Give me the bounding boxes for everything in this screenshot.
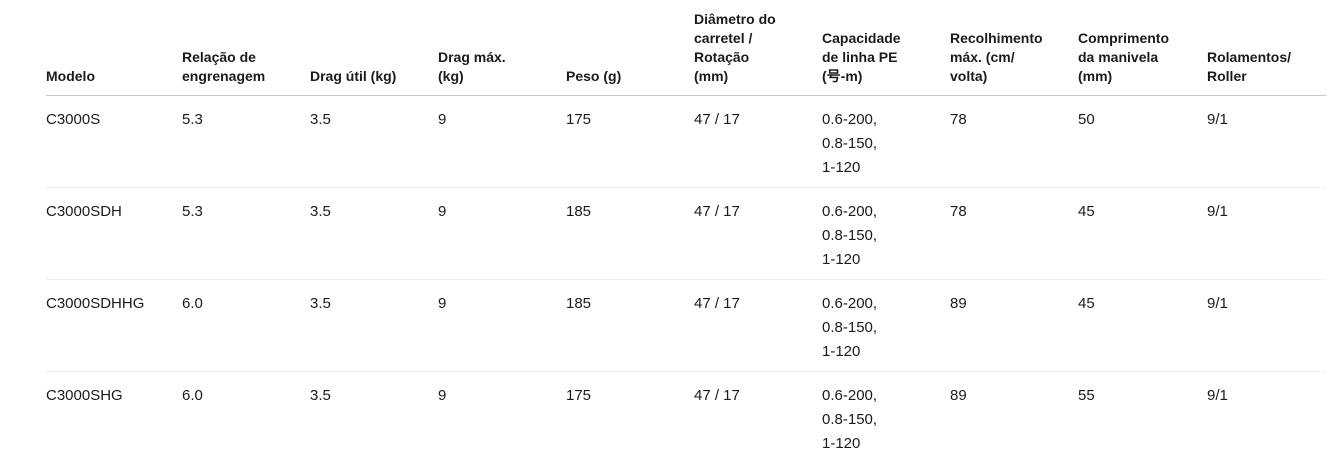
cell-capacidade-pe: 0.6-200, 0.8-150, 1-120 — [822, 187, 950, 280]
cell-modelo: C3000SDH — [46, 187, 182, 280]
cell-recolhimento-max: 89 — [950, 371, 1078, 449]
column-header-diametro-rotacao: Diâmetro do carretel / Rotação (mm) — [694, 0, 822, 96]
cell-diametro-rotacao: 47 / 17 — [694, 371, 822, 449]
column-header-comprimento-manivela: Comprimento da manivela (mm) — [1078, 0, 1207, 96]
table-row-c3000shg: C3000SHG 6.0 3.5 9 175 47 / 17 0.6-200, … — [46, 371, 1326, 449]
cell-relacao-engrenagem: 6.0 — [182, 279, 310, 372]
cell-comprimento-manivela: 45 — [1078, 279, 1207, 372]
table-header: Modelo Relação de engrenagem Drag útil (… — [46, 0, 1326, 96]
table-row-c3000s: C3000S 5.3 3.5 9 175 47 / 17 0.6-200, 0.… — [46, 95, 1326, 188]
cell-relacao-engrenagem: 5.3 — [182, 95, 310, 188]
cell-comprimento-manivela: 50 — [1078, 95, 1207, 188]
cell-drag-util: 3.5 — [310, 95, 438, 188]
column-header-rolamentos-roller: Rolamentos/ Roller — [1207, 0, 1326, 96]
column-header-relacao-engrenagem: Relação de engrenagem — [182, 0, 310, 96]
cell-diametro-rotacao: 47 / 17 — [694, 95, 822, 188]
column-header-capacidade-pe: Capacidade de linha PE (号-m) — [822, 0, 950, 96]
column-header-peso: Peso (g) — [566, 0, 694, 96]
table-body: C3000S 5.3 3.5 9 175 47 / 17 0.6-200, 0.… — [46, 95, 1326, 449]
cell-comprimento-manivela: 55 — [1078, 371, 1207, 449]
cell-recolhimento-max: 78 — [950, 95, 1078, 188]
cell-comprimento-manivela: 45 — [1078, 187, 1207, 280]
cell-relacao-engrenagem: 6.0 — [182, 371, 310, 449]
cell-recolhimento-max: 89 — [950, 279, 1078, 372]
cell-drag-max: 9 — [438, 95, 566, 188]
column-header-recolhimento-max: Recolhimento máx. (cm/ volta) — [950, 0, 1078, 96]
cell-rolamentos-roller: 9/1 — [1207, 187, 1326, 280]
spec-table: Modelo Relação de engrenagem Drag útil (… — [46, 0, 1326, 449]
cell-diametro-rotacao: 47 / 17 — [694, 279, 822, 372]
cell-rolamentos-roller: 9/1 — [1207, 371, 1326, 449]
cell-drag-util: 3.5 — [310, 279, 438, 372]
cell-drag-util: 3.5 — [310, 187, 438, 280]
column-header-drag-max: Drag máx. (kg) — [438, 0, 566, 96]
cell-drag-max: 9 — [438, 187, 566, 280]
header-row: Modelo Relação de engrenagem Drag útil (… — [46, 0, 1326, 96]
cell-recolhimento-max: 78 — [950, 187, 1078, 280]
cell-drag-util: 3.5 — [310, 371, 438, 449]
table-row-c3000sdh: C3000SDH 5.3 3.5 9 185 47 / 17 0.6-200, … — [46, 187, 1326, 280]
cell-peso: 175 — [566, 371, 694, 449]
table-row-c3000sdhhg: C3000SDHHG 6.0 3.5 9 185 47 / 17 0.6-200… — [46, 279, 1326, 372]
cell-peso: 185 — [566, 187, 694, 280]
cell-capacidade-pe: 0.6-200, 0.8-150, 1-120 — [822, 279, 950, 372]
cell-diametro-rotacao: 47 / 17 — [694, 187, 822, 280]
cell-capacidade-pe: 0.6-200, 0.8-150, 1-120 — [822, 95, 950, 188]
cell-modelo: C3000S — [46, 95, 182, 188]
cell-modelo: C3000SDHHG — [46, 279, 182, 372]
cell-relacao-engrenagem: 5.3 — [182, 187, 310, 280]
column-header-drag-util: Drag útil (kg) — [310, 0, 438, 96]
column-header-modelo: Modelo — [46, 0, 182, 96]
cell-peso: 185 — [566, 279, 694, 372]
cell-capacidade-pe: 0.6-200, 0.8-150, 1-120 — [822, 371, 950, 449]
cell-rolamentos-roller: 9/1 — [1207, 95, 1326, 188]
cell-rolamentos-roller: 9/1 — [1207, 279, 1326, 372]
cell-peso: 175 — [566, 95, 694, 188]
cell-drag-max: 9 — [438, 371, 566, 449]
cell-drag-max: 9 — [438, 279, 566, 372]
cell-modelo: C3000SHG — [46, 371, 182, 449]
